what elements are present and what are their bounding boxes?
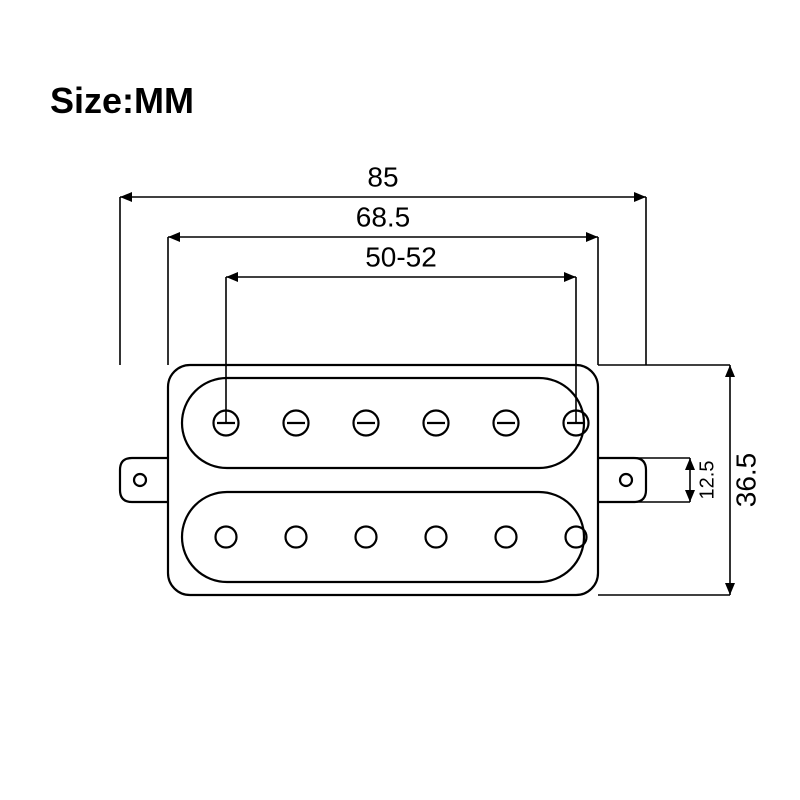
dimension-label: 85 [367, 161, 398, 192]
dimension-label: 68.5 [356, 201, 411, 232]
dimension-label: 50-52 [365, 241, 437, 272]
dimension-label: 36.5 [730, 453, 761, 508]
dimension-label: 12.5 [696, 461, 718, 500]
page-title: Size:MM [50, 80, 194, 122]
